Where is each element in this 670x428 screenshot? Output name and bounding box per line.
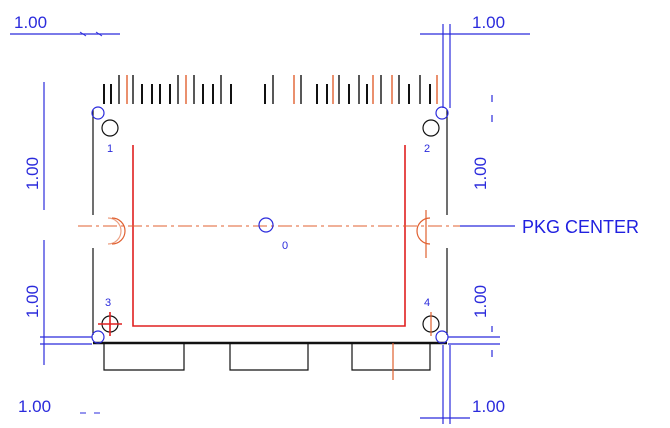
point-2: 2 (422, 106, 449, 155)
dim-right-upper: 1.00 (471, 95, 493, 190)
top-pin-marks (103, 75, 438, 104)
pkg-center-label: PKG CENTER (522, 217, 639, 237)
dim-top-left-value: 1.00 (14, 13, 47, 32)
dim-right-lower: 1.00 (448, 285, 500, 357)
dim-left-upper-value: 1.00 (23, 157, 42, 190)
point-3: 3 (91, 297, 122, 344)
point-2-label: 2 (424, 143, 430, 155)
point-1-circle (101, 119, 119, 137)
dim-top-left-tick (79, 31, 87, 37)
dim-right-lower-value: 1.00 (471, 285, 490, 318)
dim-bottom-left-value: 1.00 (18, 397, 51, 416)
package-body (92, 110, 448, 345)
corner-circle-bottom-right (435, 330, 449, 344)
inner-outline (132, 145, 406, 327)
dim-top-left: 1.00 (10, 13, 120, 37)
bottom-tab-middle (229, 343, 309, 371)
dim-bottom-left: 1.00 (18, 397, 100, 416)
bottom-tab-right (351, 343, 431, 371)
bottom-tabs (103, 343, 431, 380)
dim-top-left-tick2 (95, 31, 103, 37)
dim-left-lower: 1.00 (23, 240, 92, 365)
point-4: 4 (422, 297, 449, 344)
right-notch (416, 217, 431, 245)
point-1-label: 1 (107, 143, 113, 155)
dim-top-right-value: 1.00 (472, 13, 505, 32)
bottom-tab-left (103, 343, 185, 371)
point-0-label: 0 (282, 240, 288, 252)
dim-bottom-right: 1.00 (420, 345, 505, 424)
point-4-label: 4 (424, 297, 430, 309)
point-1: 1 (91, 106, 119, 155)
dim-right-upper-value: 1.00 (471, 157, 490, 190)
point-2-circle (422, 119, 440, 137)
corner-circle-top-left (91, 106, 105, 120)
dim-left-lower-value: 1.00 (23, 285, 42, 318)
dim-top-right: 1.00 (420, 13, 530, 108)
point-0: 0 (258, 217, 288, 252)
corner-circle-top-right (435, 106, 449, 120)
corner-circle-bottom-left (91, 330, 105, 344)
point-0-circle (258, 217, 274, 233)
left-notch-inner (107, 217, 122, 245)
point-3-label: 3 (105, 297, 111, 309)
left-notch (111, 217, 126, 245)
dim-bottom-right-value: 1.00 (472, 397, 505, 416)
dim-left-upper: 1.00 (23, 82, 45, 210)
